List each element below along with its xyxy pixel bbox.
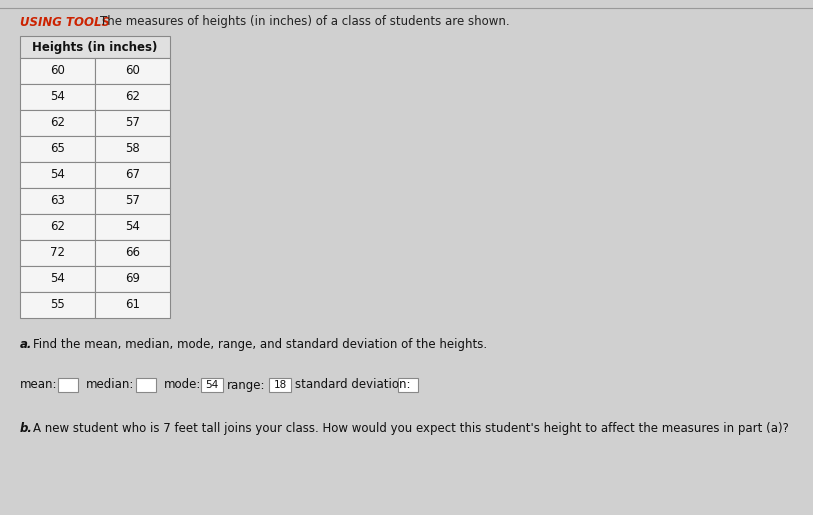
Bar	[95, 136, 170, 162]
Text: 63: 63	[50, 195, 65, 208]
Bar	[20, 162, 95, 188]
Bar	[20, 58, 95, 84]
Text: 62: 62	[50, 116, 65, 129]
Text: 67: 67	[125, 168, 140, 181]
Bar	[95, 240, 170, 266]
Text: 62: 62	[125, 91, 140, 104]
Text: 57: 57	[125, 116, 140, 129]
Text: 69: 69	[125, 272, 140, 285]
Text: 66: 66	[125, 247, 140, 260]
Text: 72: 72	[50, 247, 65, 260]
Text: 62: 62	[50, 220, 65, 233]
Text: 54: 54	[50, 168, 65, 181]
Text: Find the mean, median, mode, range, and standard deviation of the heights.: Find the mean, median, mode, range, and …	[33, 338, 487, 351]
Text: 60: 60	[50, 64, 65, 77]
Text: b.: b.	[20, 422, 33, 435]
Text: The measures of heights (in inches) of a class of students are shown.: The measures of heights (in inches) of a…	[100, 15, 510, 28]
Bar	[398, 378, 418, 392]
Text: 57: 57	[125, 195, 140, 208]
Text: A new student who is 7 feet tall joins your class. How would you expect this stu: A new student who is 7 feet tall joins y…	[33, 422, 789, 435]
Bar	[95, 162, 170, 188]
Bar	[95, 188, 170, 214]
Bar	[95, 266, 170, 292]
Bar	[136, 378, 156, 392]
Text: 60: 60	[125, 64, 140, 77]
Text: mode:: mode:	[164, 379, 202, 391]
Bar	[95, 110, 170, 136]
Text: standard deviation:: standard deviation:	[295, 379, 411, 391]
Text: 54: 54	[206, 380, 219, 390]
Text: mean:: mean:	[20, 379, 58, 391]
Bar	[20, 136, 95, 162]
Text: 54: 54	[50, 91, 65, 104]
Bar	[20, 188, 95, 214]
Text: 65: 65	[50, 143, 65, 156]
Text: 61: 61	[125, 299, 140, 312]
Text: a.: a.	[20, 338, 33, 351]
Text: median:: median:	[86, 379, 134, 391]
Text: 54: 54	[125, 220, 140, 233]
Text: range:: range:	[227, 379, 266, 391]
Text: USING TOOLS: USING TOOLS	[20, 15, 110, 28]
Bar	[95, 84, 170, 110]
Text: Heights (in inches): Heights (in inches)	[33, 41, 158, 54]
Bar	[20, 292, 95, 318]
Bar	[95, 292, 170, 318]
Bar	[95, 58, 170, 84]
Bar	[20, 36, 170, 58]
Text: 54: 54	[50, 272, 65, 285]
Text: 55: 55	[50, 299, 65, 312]
Bar	[20, 84, 95, 110]
Text: 58: 58	[125, 143, 140, 156]
Bar	[20, 240, 95, 266]
Bar	[269, 378, 291, 392]
Bar	[58, 378, 78, 392]
Bar	[201, 378, 223, 392]
Bar	[20, 214, 95, 240]
Bar	[20, 266, 95, 292]
Text: 18: 18	[273, 380, 287, 390]
Bar	[95, 214, 170, 240]
Bar	[20, 110, 95, 136]
